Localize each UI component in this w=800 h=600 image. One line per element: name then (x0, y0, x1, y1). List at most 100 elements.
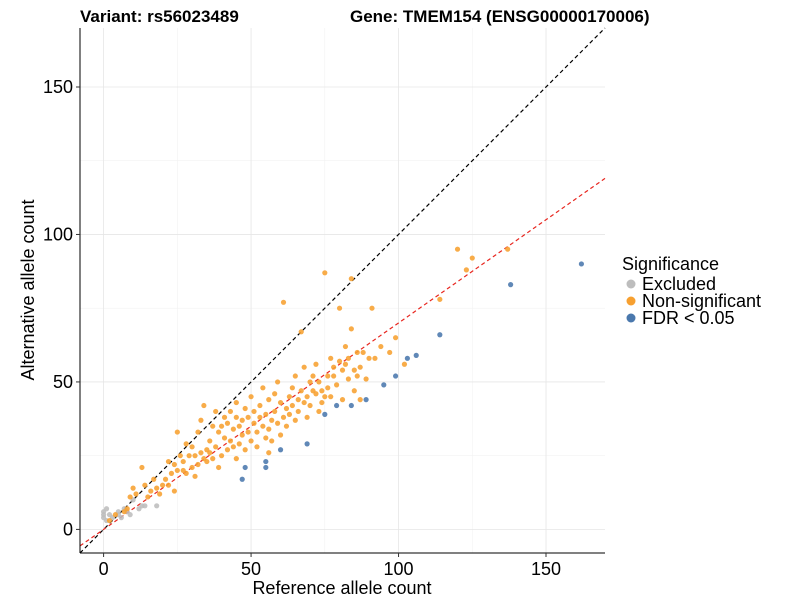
point-non-significant (277, 399, 284, 406)
point-non-significant (348, 276, 354, 282)
point-non-significant (207, 438, 213, 444)
title-variant: Variant: rs56023489 (80, 7, 239, 26)
point-non-significant (221, 435, 228, 441)
point-non-significant (283, 405, 290, 412)
point-non-significant (195, 461, 201, 468)
point-non-significant (339, 397, 346, 403)
point-non-significant (325, 385, 331, 391)
point-non-significant (286, 411, 293, 417)
point-non-significant (322, 270, 328, 276)
point-non-significant (142, 482, 148, 488)
point-non-significant (266, 426, 272, 432)
point-non-significant (360, 349, 366, 356)
point-non-significant (251, 420, 257, 426)
point-non-significant (336, 305, 343, 311)
point-non-significant (236, 423, 242, 429)
point-non-significant (454, 246, 461, 252)
point-fdr-0-05 (413, 352, 419, 358)
point-non-significant (263, 435, 269, 441)
point-non-significant (307, 379, 313, 385)
point-non-significant (354, 373, 360, 379)
point-fdr-0-05 (334, 402, 340, 409)
point-non-significant (295, 397, 301, 403)
point-non-significant (189, 464, 195, 471)
point-non-significant (339, 367, 346, 373)
point-non-significant (463, 267, 469, 273)
identity-line (79, 27, 606, 554)
point-non-significant (239, 432, 245, 438)
y-tick-label: 150 (43, 77, 73, 97)
point-non-significant (387, 349, 393, 356)
point-non-significant (289, 385, 295, 391)
point-fdr-0-05 (381, 382, 387, 388)
point-non-significant (207, 450, 213, 456)
point-non-significant (224, 447, 231, 453)
point-fdr-0-05 (578, 261, 585, 267)
point-fdr-0-05 (242, 464, 248, 471)
x-tick-label: 100 (384, 559, 414, 579)
point-non-significant (295, 408, 301, 415)
point-non-significant (198, 450, 204, 456)
point-non-significant (351, 367, 357, 373)
point-non-significant (210, 456, 216, 462)
point-fdr-0-05 (437, 332, 443, 338)
point-non-significant (218, 423, 225, 429)
point-non-significant (157, 491, 163, 497)
point-excluded (154, 503, 160, 509)
point-non-significant (112, 512, 118, 518)
point-non-significant (242, 447, 248, 453)
point-non-significant (269, 438, 275, 444)
point-non-significant (177, 453, 183, 459)
legend-label-fdr: FDR < 0.05 (642, 308, 735, 328)
point-non-significant (174, 467, 180, 474)
point-non-significant (298, 329, 304, 335)
point-non-significant (213, 408, 219, 415)
point-fdr-0-05 (277, 447, 284, 453)
point-non-significant (357, 364, 363, 370)
point-non-significant (145, 494, 151, 500)
point-non-significant (227, 438, 234, 444)
gridlines (80, 28, 605, 553)
legend-key-excluded (626, 279, 636, 289)
point-non-significant (348, 326, 354, 332)
point-fdr-0-05 (363, 397, 369, 403)
point-non-significant (192, 473, 198, 479)
legend-key-non-significant (626, 296, 636, 306)
point-non-significant (159, 482, 166, 488)
point-non-significant (357, 397, 363, 403)
point-non-significant (263, 411, 269, 417)
point-non-significant (183, 441, 189, 447)
y-tick-label: 0 (63, 519, 73, 539)
point-fdr-0-05 (508, 282, 514, 288)
x-tick-label: 0 (99, 559, 109, 579)
point-non-significant (328, 394, 334, 400)
point-non-significant (210, 423, 216, 429)
point-non-significant (266, 397, 272, 403)
point-non-significant (372, 355, 378, 361)
point-non-significant (233, 414, 239, 420)
point-non-significant (230, 444, 236, 450)
point-non-significant (275, 420, 281, 426)
point-non-significant (369, 305, 375, 311)
point-non-significant (289, 402, 295, 409)
point-non-significant (154, 485, 160, 491)
point-non-significant (316, 379, 322, 385)
point-non-significant (183, 470, 189, 476)
point-non-significant (313, 391, 319, 397)
point-non-significant (198, 417, 204, 423)
point-non-significant (254, 429, 260, 435)
point-non-significant (139, 464, 145, 471)
point-non-significant (171, 488, 177, 494)
point-non-significant (469, 255, 475, 261)
x-tick-label: 150 (531, 559, 561, 579)
point-non-significant (213, 444, 219, 450)
point-non-significant (328, 355, 334, 361)
point-fdr-0-05 (404, 355, 410, 361)
point-excluded (142, 503, 148, 509)
point-non-significant (245, 414, 251, 420)
point-non-significant (277, 432, 284, 438)
point-non-significant (127, 494, 133, 500)
point-non-significant (124, 506, 130, 512)
point-non-significant (201, 402, 207, 409)
point-non-significant (336, 358, 343, 364)
